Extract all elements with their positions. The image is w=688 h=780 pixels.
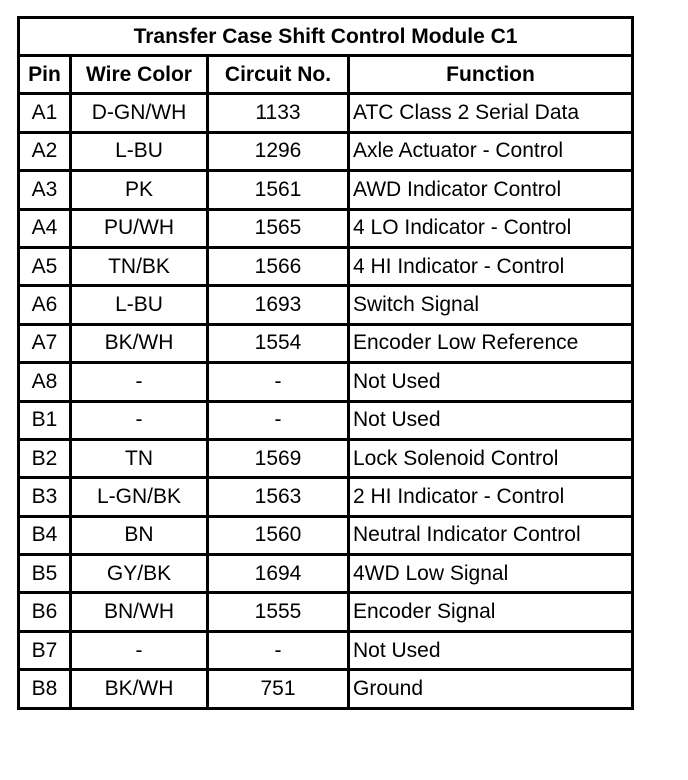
- header-wire-color: Wire Color: [69, 53, 209, 96]
- cell-pin: A4: [17, 207, 72, 249]
- table-row: B8 BK/WH 751 Ground: [17, 668, 635, 710]
- cell-wire-color: BK/WH: [69, 668, 209, 710]
- cell-pin: A8: [17, 361, 72, 403]
- table-row: A8- - Not Used: [17, 361, 635, 403]
- cell-function: Encoder Signal: [346, 591, 635, 633]
- cell-wire-color: -: [69, 399, 209, 441]
- cell-wire-color: BN: [69, 514, 209, 557]
- cell-function: Axle Actuator - Control: [346, 130, 635, 173]
- cell-function: AWD Indicator Control: [346, 169, 635, 211]
- cell-wire-color: GY/BK: [69, 553, 209, 595]
- cell-wire-color: D-GN/WH: [69, 92, 209, 134]
- cell-wire-color: PU/WH: [69, 207, 209, 249]
- connector-pinout-table: Transfer Case Shift Control Module C1 Pi…: [16, 16, 635, 710]
- cell-circuit-no: -: [206, 361, 350, 403]
- table-row: B4 BN 1560 Neutral Indicator Control: [17, 514, 635, 557]
- table-row: B1- - Not Used: [17, 399, 635, 441]
- cell-wire-color: L-BU: [69, 284, 209, 326]
- table-row: B5 GY/BK 1694 4WD Low Signal: [17, 553, 635, 595]
- cell-pin: B3: [17, 476, 72, 518]
- cell-wire-color: PK: [69, 169, 209, 211]
- header-row: Pin Wire Color Circuit No. Function: [17, 53, 635, 96]
- cell-wire-color: TN/BK: [69, 245, 209, 288]
- cell-wire-color: -: [69, 361, 209, 403]
- cell-circuit-no: 1566: [206, 245, 350, 288]
- cell-function: Neutral Indicator Control: [346, 514, 635, 557]
- cell-pin: B2: [17, 437, 72, 480]
- cell-pin: A7: [17, 322, 72, 365]
- cell-wire-color: L-GN/BK: [69, 476, 209, 518]
- cell-circuit-no: 751: [206, 668, 350, 710]
- cell-function: Ground: [346, 668, 635, 710]
- cell-function: Switch Signal: [346, 284, 635, 326]
- cell-pin: B7: [17, 629, 72, 672]
- table-row: A5 TN/BK 1566 4 HI Indicator - Control: [17, 245, 635, 288]
- cell-pin: A5: [17, 245, 72, 288]
- cell-function: 4WD Low Signal: [346, 553, 635, 595]
- cell-function: 4 LO Indicator - Control: [346, 207, 635, 249]
- cell-function: Not Used: [346, 629, 635, 672]
- cell-pin: A6: [17, 284, 72, 326]
- table-row: A6 L-BU 1693 Switch Signal: [17, 284, 635, 326]
- cell-pin: A2: [17, 130, 72, 173]
- cell-wire-color: L-BU: [69, 130, 209, 173]
- cell-function: Encoder Low Reference: [346, 322, 635, 365]
- cell-circuit-no: 1133: [206, 92, 350, 134]
- cell-circuit-no: 1569: [206, 437, 350, 480]
- cell-pin: B6: [17, 591, 72, 633]
- header-function: Function: [346, 53, 635, 96]
- cell-circuit-no: 1693: [206, 284, 350, 326]
- cell-pin: B4: [17, 514, 72, 557]
- cell-wire-color: BN/WH: [69, 591, 209, 633]
- cell-circuit-no: -: [206, 629, 350, 672]
- cell-pin: B8: [17, 668, 72, 710]
- table-row: B2 TN 1569 Lock Solenoid Control: [17, 437, 635, 480]
- cell-wire-color: TN: [69, 437, 209, 480]
- cell-circuit-no: 1694: [206, 553, 350, 595]
- cell-wire-color: -: [69, 629, 209, 672]
- cell-circuit-no: 1561: [206, 169, 350, 211]
- table-row: A3 PK 1561 AWD Indicator Control: [17, 169, 635, 211]
- cell-function: 4 HI Indicator - Control: [346, 245, 635, 288]
- title-row: Transfer Case Shift Control Module C1: [16, 16, 635, 57]
- cell-function: ATC Class 2 Serial Data: [346, 92, 635, 134]
- cell-circuit-no: 1565: [206, 207, 350, 249]
- cell-pin: B1: [17, 399, 72, 441]
- header-pin: Pin: [17, 53, 72, 96]
- table-row: A2 L-BU 1296 Axle Actuator - Control: [17, 130, 635, 173]
- cell-circuit-no: 1555: [206, 591, 350, 633]
- cell-function: 2 HI Indicator - Control: [346, 476, 635, 518]
- cell-circuit-no: 1554: [206, 322, 350, 365]
- cell-circuit-no: -: [206, 399, 350, 441]
- table-row: B7- - Not Used: [17, 629, 635, 672]
- cell-function: Lock Solenoid Control: [346, 437, 635, 480]
- cell-function: Not Used: [346, 361, 635, 403]
- header-circuit-no: Circuit No.: [206, 53, 350, 96]
- table-row: A7 BK/WH 1554 Encoder Low Reference: [17, 322, 635, 365]
- cell-pin: B5: [17, 553, 72, 595]
- cell-circuit-no: 1563: [206, 476, 350, 518]
- table-row: B3 L-GN/BK 1563 2 HI Indicator - Control: [17, 476, 635, 518]
- table-row: A1 D-GN/WH 1133 ATC Class 2 Serial Data: [17, 92, 635, 134]
- table-row: B6 BN/WH 1555 Encoder Signal: [17, 591, 635, 633]
- cell-function: Not Used: [346, 399, 635, 441]
- cell-circuit-no: 1296: [206, 130, 350, 173]
- cell-wire-color: BK/WH: [69, 322, 209, 365]
- table-row: A4 PU/WH 1565 4 LO Indicator - Control: [17, 207, 635, 249]
- cell-circuit-no: 1560: [206, 514, 350, 557]
- cell-pin: A3: [17, 169, 72, 211]
- cell-pin: A1: [17, 92, 72, 134]
- table-title: Transfer Case Shift Control Module C1: [16, 16, 635, 57]
